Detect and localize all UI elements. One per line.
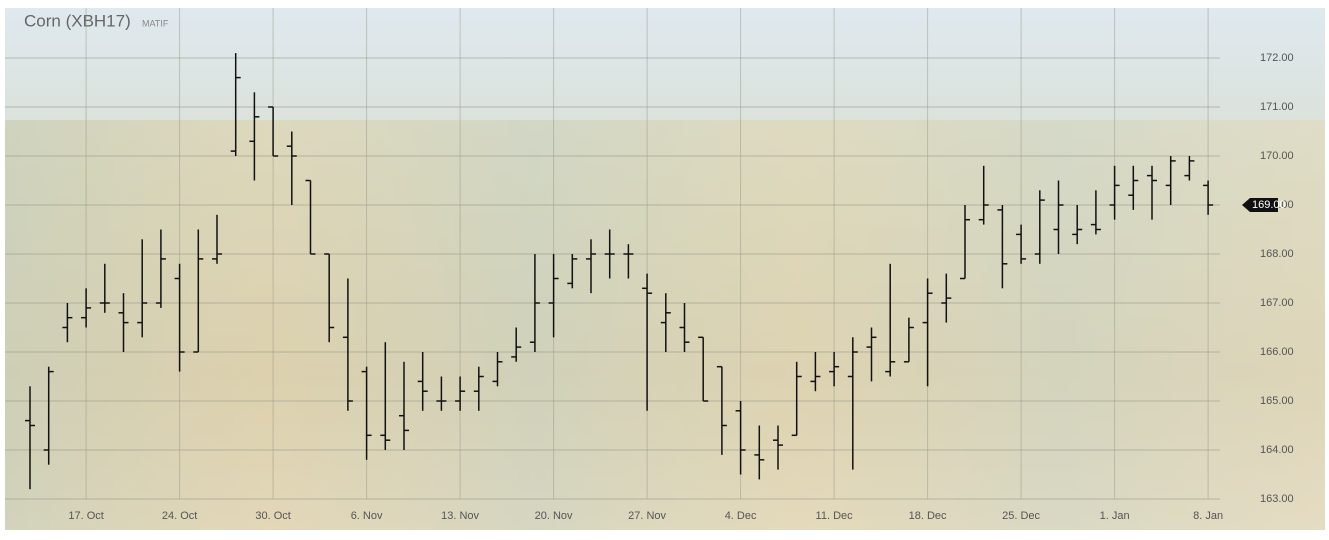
x-tick-label: 11. Dec: [816, 510, 854, 522]
y-tick-label: 164.00: [1260, 444, 1294, 456]
x-tick-label: 4. Dec: [725, 510, 757, 522]
x-tick-label: 18. Dec: [909, 510, 947, 522]
y-tick-label: 170.00: [1260, 150, 1294, 162]
x-tick-label: 20. Nov: [535, 510, 573, 522]
x-tick-label: 25. Dec: [1002, 510, 1040, 522]
x-tick-label: 6. Nov: [351, 510, 383, 522]
x-tick-label: 1. Jan: [1100, 510, 1130, 522]
y-tick-label: 168.00: [1260, 248, 1294, 260]
x-tick-label: 24. Oct: [162, 510, 197, 522]
y-tick-label: 167.00: [1260, 297, 1294, 309]
last-price-tag: [1242, 198, 1278, 212]
x-tick-label: 30. Oct: [255, 510, 290, 522]
y-tick-label: 165.00: [1260, 395, 1294, 407]
y-tick-label: 171.00: [1260, 101, 1294, 113]
y-tick-label: 163.00: [1260, 493, 1294, 505]
x-tick-label: 8. Jan: [1193, 510, 1223, 522]
background-photo-overlay: [5, 120, 1325, 530]
y-tick-label: 172.00: [1260, 52, 1294, 64]
last-price-label: 169.00: [1252, 199, 1286, 211]
chart-subtitle: MATIF: [142, 18, 169, 28]
x-tick-label: 27. Nov: [628, 510, 666, 522]
x-tick-label: 17. Oct: [68, 510, 103, 522]
chart-title: Corn (XBH17): [24, 11, 131, 30]
x-tick-label: 13. Nov: [441, 510, 479, 522]
y-tick-label: 166.00: [1260, 346, 1294, 358]
